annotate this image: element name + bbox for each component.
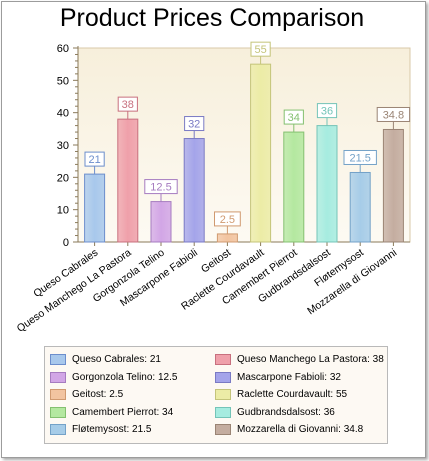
data-label: 55 xyxy=(254,44,266,56)
legend-label: Mozzarella di Giovanni: 34.8 xyxy=(237,424,364,435)
legend-swatch xyxy=(215,406,231,418)
data-label: 38 xyxy=(122,99,134,111)
y-tick-label: 40 xyxy=(57,108,69,120)
legend-swatch xyxy=(50,371,66,383)
data-label: 2.5 xyxy=(220,214,235,226)
legend-swatch xyxy=(215,354,231,365)
data-label-box xyxy=(184,116,205,132)
data-label-box xyxy=(283,109,304,125)
legend-label: Gorgonzola Telino: 12.5 xyxy=(72,371,178,383)
legend-swatch xyxy=(50,389,66,400)
data-label-box xyxy=(316,103,338,119)
legend-label: Gudbrandsdalsost: 36 xyxy=(237,406,335,418)
legend-swatch xyxy=(50,424,66,435)
data-label: 21.5 xyxy=(349,152,370,164)
y-tick-label: 30 xyxy=(57,140,69,152)
legend-item: Queso Cabrales: 21 xyxy=(50,351,161,368)
y-tick-label: 60 xyxy=(57,43,69,55)
data-label-box xyxy=(117,96,138,112)
legend-label: Fløtemysost: 21.5 xyxy=(72,424,152,435)
bar xyxy=(216,233,238,243)
legend-label: Queso Cabrales: 21 xyxy=(72,354,161,365)
data-label: 21 xyxy=(88,154,100,166)
bar xyxy=(382,128,404,243)
legend-item: Geitost: 2.5 xyxy=(50,386,123,403)
legend-item: Mascarpone Fabioli: 32 xyxy=(215,369,341,386)
y-tick-label: 20 xyxy=(57,172,69,184)
legend-item: Gorgonzola Telino: 12.5 xyxy=(50,369,177,386)
legend-swatch xyxy=(50,354,66,365)
legend-item: Raclette Courdavault: 55 xyxy=(215,386,347,403)
data-label: 12.5 xyxy=(150,182,171,194)
legend-swatch xyxy=(215,424,231,435)
bar xyxy=(316,125,338,243)
legend-swatch xyxy=(215,371,231,383)
legend-label: Raclette Courdavault: 55 xyxy=(237,389,348,400)
bar xyxy=(283,131,305,243)
legend-swatch xyxy=(50,406,66,418)
data-label: 34.8 xyxy=(383,109,404,121)
legend-label: Geitost: 2.5 xyxy=(72,389,124,400)
data-label-box xyxy=(376,106,411,122)
data-label-box xyxy=(250,41,271,57)
legend-item: Queso Manchego La Pastora: 38 xyxy=(215,351,384,368)
y-tick-label: 0 xyxy=(63,237,69,249)
y-tick-label: 10 xyxy=(57,205,69,217)
data-label: 32 xyxy=(188,119,200,131)
chart-legend: Queso Cabrales: 21 Queso Manchego La Past… xyxy=(44,346,388,444)
bar xyxy=(349,171,371,243)
legend-item: Gudbrandsdalsost: 36 xyxy=(215,404,335,421)
legend-label: Camembert Pierrot: 34 xyxy=(72,406,174,418)
legend-item: Camembert Pierrot: 34 xyxy=(50,404,173,421)
data-label: 36 xyxy=(321,106,333,118)
legend-item: Fløtemysost: 21.5 xyxy=(50,421,151,438)
legend-label: Queso Manchego La Pastora: 38 xyxy=(237,354,384,365)
chart-title: Product Prices Comparison xyxy=(59,4,365,32)
legend-swatch xyxy=(215,389,231,400)
data-label: 34 xyxy=(288,112,300,124)
bar xyxy=(250,63,272,243)
data-label-box xyxy=(84,151,105,167)
bar xyxy=(117,118,139,243)
y-tick-label: 50 xyxy=(57,75,69,87)
legend-item: Mozzarella di Giovanni: 34.8 xyxy=(215,421,363,438)
legend-label: Mascarpone Fabioli: 32 xyxy=(237,371,341,383)
bar xyxy=(150,201,172,243)
data-label-box xyxy=(214,211,241,227)
data-label-box xyxy=(343,149,377,165)
bar xyxy=(84,173,106,243)
bar xyxy=(183,138,205,243)
data-label-box xyxy=(144,179,178,195)
